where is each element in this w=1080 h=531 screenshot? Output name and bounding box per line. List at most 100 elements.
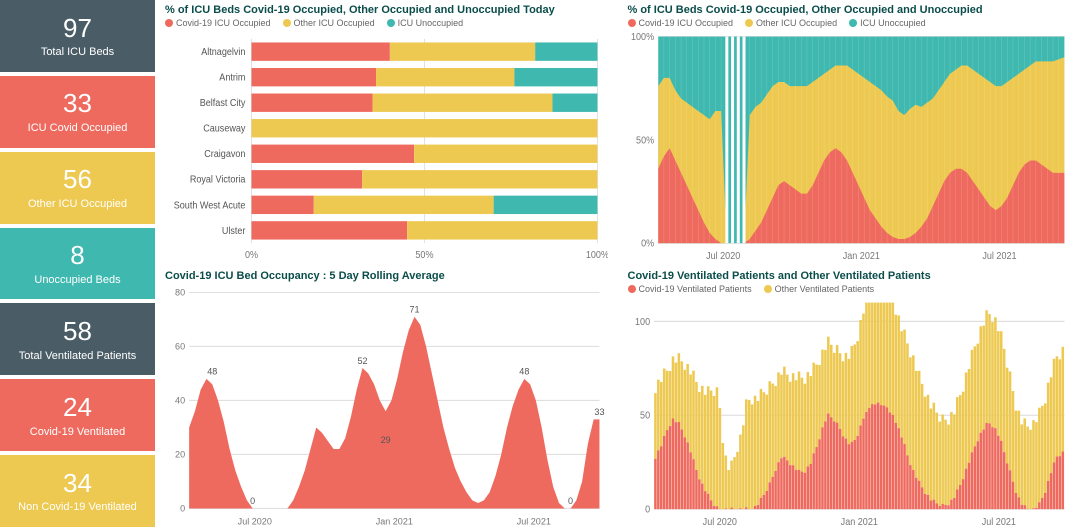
svg-text:33: 33 <box>594 406 604 416</box>
legend-swatch <box>283 19 291 27</box>
kpi-value: 56 <box>63 165 92 194</box>
legend-swatch <box>764 285 772 293</box>
legend-icu-today: Covid-19 ICU Occupied Other ICU Occupied I… <box>165 18 608 28</box>
svg-text:Jul 2021: Jul 2021 <box>982 251 1016 262</box>
panel-ventilated: Covid-19 Ventilated Patients and Other V… <box>618 266 1080 531</box>
legend-swatch <box>165 19 173 27</box>
legend-ventilated: Covid-19 Ventilated Patients Other Ventil… <box>628 284 1071 294</box>
panel-title: Covid-19 ICU Bed Occupancy : 5 Day Rolli… <box>165 270 608 282</box>
svg-text:40: 40 <box>175 395 185 405</box>
chart-ventilated: 0 50 100 Jul 2020 Jan 2021 Jul 2021 <box>628 298 1071 528</box>
legend-label: Other ICU Occupied <box>294 18 375 28</box>
legend-item: ICU Unoccupied <box>387 18 464 28</box>
kpi-label: Non Covid-19 Ventilated <box>18 501 137 513</box>
svg-text:0%: 0% <box>245 250 258 262</box>
svg-text:Jul 2020: Jul 2020 <box>706 251 741 262</box>
kpi-value: 34 <box>63 469 92 498</box>
svg-text:0: 0 <box>250 496 255 506</box>
legend-icu-trend: Covid-19 ICU Occupied Other ICU Occupied I… <box>628 18 1071 28</box>
legend-item: Covid-19 Ventilated Patients <box>628 284 752 294</box>
legend-label: Other ICU Occupied <box>756 18 837 28</box>
legend-swatch <box>849 19 857 27</box>
svg-text:50: 50 <box>640 410 651 422</box>
legend-label: Covid-19 Ventilated Patients <box>639 284 752 294</box>
chart-rolling-avg: 0 20 40 60 80 Jul 2020 Jan 2021 Jul 2021 48 0 52 29… <box>165 284 608 528</box>
svg-text:0: 0 <box>645 504 651 516</box>
legend-item: Other ICU Occupied <box>745 18 837 28</box>
kpi-card: 8 Unoccupied Beds <box>0 228 155 304</box>
svg-text:Jan 2021: Jan 2021 <box>376 516 413 526</box>
svg-text:Ulster: Ulster <box>222 225 246 237</box>
svg-text:50%: 50% <box>415 250 433 262</box>
svg-text:Royal Victoria: Royal Victoria <box>190 174 246 186</box>
legend-label: Other Ventilated Patients <box>775 284 875 294</box>
svg-text:South West Acute: South West Acute <box>174 200 246 212</box>
svg-text:0%: 0% <box>641 238 654 250</box>
svg-text:Craigavon: Craigavon <box>204 149 245 161</box>
kpi-value: 97 <box>63 14 92 43</box>
legend-swatch <box>387 19 395 27</box>
legend-item: Other ICU Occupied <box>283 18 375 28</box>
legend-item: Other Ventilated Patients <box>764 284 875 294</box>
legend-label: Covid-19 ICU Occupied <box>639 18 734 28</box>
legend-item: Covid-19 ICU Occupied <box>165 18 271 28</box>
svg-text:20: 20 <box>175 449 185 459</box>
svg-text:Altnagelvin: Altnagelvin <box>201 47 245 59</box>
svg-text:Jul 2020: Jul 2020 <box>702 516 737 527</box>
kpi-label: Other ICU Occupied <box>28 198 127 210</box>
svg-text:71: 71 <box>409 304 419 314</box>
legend-label: ICU Unoccupied <box>860 18 926 28</box>
kpi-card: 24 Covid-19 Ventilated <box>0 379 155 455</box>
svg-text:60: 60 <box>175 341 185 351</box>
panel-icu-trend: % of ICU Beds Covid-19 Occupied, Other O… <box>618 0 1080 266</box>
panel-rolling-avg: Covid-19 ICU Bed Occupancy : 5 Day Rolli… <box>155 266 618 531</box>
svg-text:Jan 2021: Jan 2021 <box>840 516 877 527</box>
svg-text:0: 0 <box>180 503 185 513</box>
kpi-card: 97 Total ICU Beds <box>0 0 155 76</box>
kpi-card: 33 ICU Covid Occupied <box>0 76 155 152</box>
svg-text:50%: 50% <box>636 135 654 147</box>
kpi-value: 8 <box>70 241 84 270</box>
panel-title: % of ICU Beds Covid-19 Occupied, Other O… <box>165 4 608 16</box>
kpi-value: 58 <box>63 317 92 346</box>
kpi-label: Covid-19 Ventilated <box>30 426 125 438</box>
chart-icu-today: 0% 50% 100% Altnagelvin Antrim Belfast City Ca… <box>165 32 608 262</box>
panel-icu-today: % of ICU Beds Covid-19 Occupied, Other O… <box>155 0 618 266</box>
kpi-label: Unoccupied Beds <box>34 274 120 286</box>
panel-title: Covid-19 Ventilated Patients and Other V… <box>628 270 1071 282</box>
kpi-label: ICU Covid Occupied <box>28 122 128 134</box>
legend-swatch <box>745 19 753 27</box>
svg-text:Causeway: Causeway <box>203 123 245 135</box>
kpi-label: Total ICU Beds <box>41 46 114 58</box>
svg-text:Belfast City: Belfast City <box>200 98 246 110</box>
svg-text:100%: 100% <box>586 250 608 262</box>
svg-text:Antrim: Antrim <box>219 72 245 84</box>
svg-text:52: 52 <box>357 355 367 365</box>
svg-text:80: 80 <box>175 287 185 297</box>
kpi-card: 58 Total Ventilated Patients <box>0 303 155 379</box>
svg-text:Jan 2021: Jan 2021 <box>842 251 879 262</box>
kpi-card: 56 Other ICU Occupied <box>0 152 155 228</box>
svg-text:100%: 100% <box>631 32 654 43</box>
legend-item: ICU Unoccupied <box>849 18 926 28</box>
svg-text:Jul 2021: Jul 2021 <box>517 516 551 526</box>
svg-text:29: 29 <box>381 434 391 444</box>
legend-swatch <box>628 285 636 293</box>
svg-text:48: 48 <box>207 366 217 376</box>
panel-title: % of ICU Beds Covid-19 Occupied, Other O… <box>628 4 1071 16</box>
chart-icu-trend: 0% 50% 100% Jul 2020 Jan 2021 Jul 2021 <box>628 32 1071 262</box>
svg-text:Jul 2020: Jul 2020 <box>238 516 272 526</box>
svg-text:100: 100 <box>635 316 651 328</box>
svg-text:Jul 2021: Jul 2021 <box>981 516 1015 527</box>
legend-label: Covid-19 ICU Occupied <box>176 18 271 28</box>
kpi-label: Total Ventilated Patients <box>19 350 136 362</box>
svg-text:0: 0 <box>568 496 573 506</box>
legend-label: ICU Unoccupied <box>398 18 464 28</box>
svg-text:48: 48 <box>519 366 529 376</box>
kpi-value: 33 <box>63 89 92 118</box>
legend-swatch <box>628 19 636 27</box>
legend-item: Covid-19 ICU Occupied <box>628 18 734 28</box>
kpi-column: 97 Total ICU Beds33 ICU Covid Occupied56… <box>0 0 155 531</box>
kpi-value: 24 <box>63 393 92 422</box>
kpi-card: 34 Non Covid-19 Ventilated <box>0 455 155 531</box>
